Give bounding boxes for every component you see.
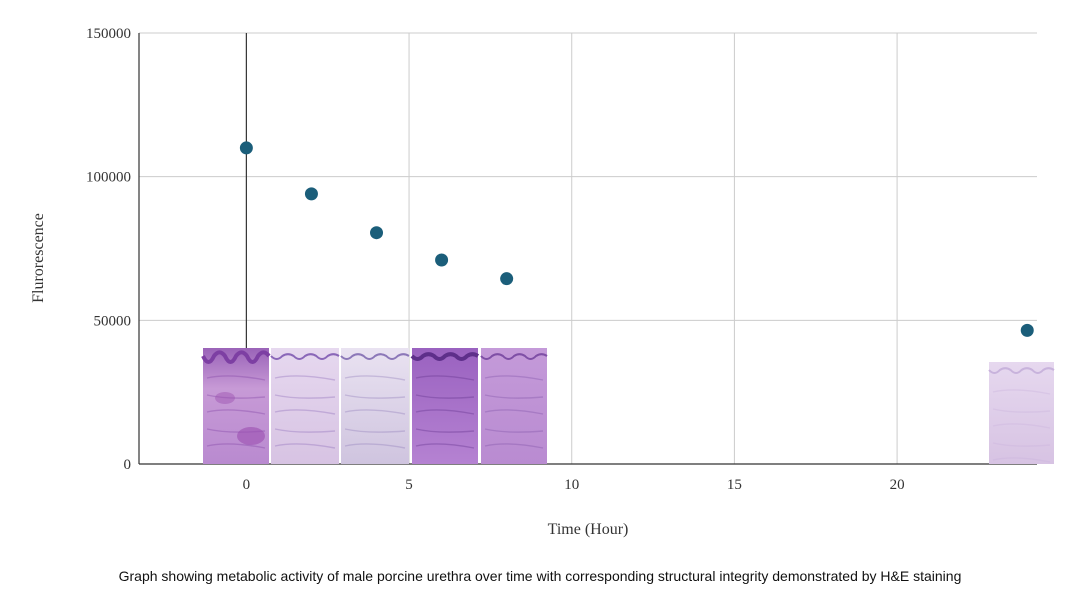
tissue-background: [341, 348, 409, 464]
chart: 0 50000 100000 150000 0 5 10 15 20 Time (Hour) F…: [30, 26, 1055, 538]
figure-caption: Graph showing metabolic activity of male…: [118, 568, 962, 584]
x-tick-label: 5: [405, 477, 413, 493]
tissue-background: [412, 348, 478, 464]
y-tick-label: 0: [124, 457, 132, 473]
y-tick-label: 50000: [94, 313, 132, 329]
x-tick-label: 0: [243, 477, 251, 493]
tissue-stroma-streak: [206, 443, 266, 449]
tissue-stroma-streak: [274, 375, 336, 381]
tissue-stroma-streak: [274, 443, 336, 449]
tissue-stroma-streak: [344, 375, 406, 381]
grid-lines: [139, 32, 1037, 464]
tissue-stroma-streak: [344, 394, 406, 399]
x-axis-title: Time (Hour): [548, 521, 629, 538]
x-tick-label: 10: [564, 477, 579, 493]
tissue-epithelium: [270, 353, 340, 360]
tissue-background: [481, 348, 547, 464]
data-points: [239, 141, 1034, 337]
tissue-stroma-streak: [415, 394, 475, 399]
tissue-stroma-streak: [344, 428, 406, 433]
tissue-gland: [237, 427, 265, 445]
tissue-stroma-streak: [274, 409, 336, 415]
histology-image: [340, 348, 410, 464]
histology-image: [480, 348, 548, 464]
histology-image: [270, 348, 340, 464]
tissue-stroma-streak: [484, 428, 544, 433]
tissue-stroma-streak: [415, 409, 475, 415]
tissue-stroma-streak: [992, 457, 1051, 463]
tissue-stroma-streak: [484, 394, 544, 399]
y-axis-title: Flurorescence: [30, 213, 47, 303]
tissue-stroma-streak: [206, 375, 266, 381]
tissue-background: [271, 348, 339, 464]
tissue-epithelium: [340, 353, 410, 360]
histology-insets: [201, 348, 1055, 464]
x-tick-label: 15: [727, 477, 742, 493]
tissue-epithelium: [988, 367, 1055, 374]
tissue-background: [989, 362, 1054, 464]
data-point: [239, 141, 253, 155]
histology-image: [201, 348, 271, 464]
data-point: [500, 272, 514, 286]
tissue-stroma-streak: [484, 375, 544, 381]
data-point: [304, 187, 318, 201]
y-tick-label: 100000: [86, 170, 131, 186]
tick-labels: 0 50000 100000 150000 0 5 10 15 20: [86, 26, 905, 493]
tissue-stroma-streak: [415, 443, 475, 449]
tissue-gland: [215, 392, 235, 404]
tissue-stroma-streak: [484, 409, 544, 415]
tissue-epithelium: [201, 350, 271, 364]
tissue-background: [203, 348, 269, 464]
data-point: [1020, 323, 1034, 337]
tissue-stroma-streak: [992, 408, 1051, 413]
tissue-stroma-streak: [344, 409, 406, 415]
histology-image: [410, 348, 480, 464]
tissue-stroma-streak: [992, 389, 1051, 395]
tissue-epithelium: [480, 353, 548, 360]
tissue-stroma-streak: [415, 375, 475, 381]
tissue-stroma-streak: [274, 428, 336, 433]
x-tick-label: 20: [890, 477, 905, 493]
tissue-stroma-streak: [274, 394, 336, 399]
tissue-stroma-streak: [344, 443, 406, 449]
data-point: [370, 226, 384, 240]
tissue-stroma-streak: [992, 423, 1051, 429]
tissue-stroma-streak: [484, 443, 544, 449]
tissue-stroma-streak: [415, 428, 475, 433]
tissue-stroma-streak: [992, 442, 1051, 447]
tissue-epithelium: [410, 352, 480, 361]
data-point: [435, 253, 449, 267]
tissue-stroma-streak: [206, 394, 266, 399]
tissue-stroma-streak: [206, 409, 266, 415]
histology-image: [988, 362, 1055, 464]
y-tick-label: 150000: [86, 26, 131, 42]
